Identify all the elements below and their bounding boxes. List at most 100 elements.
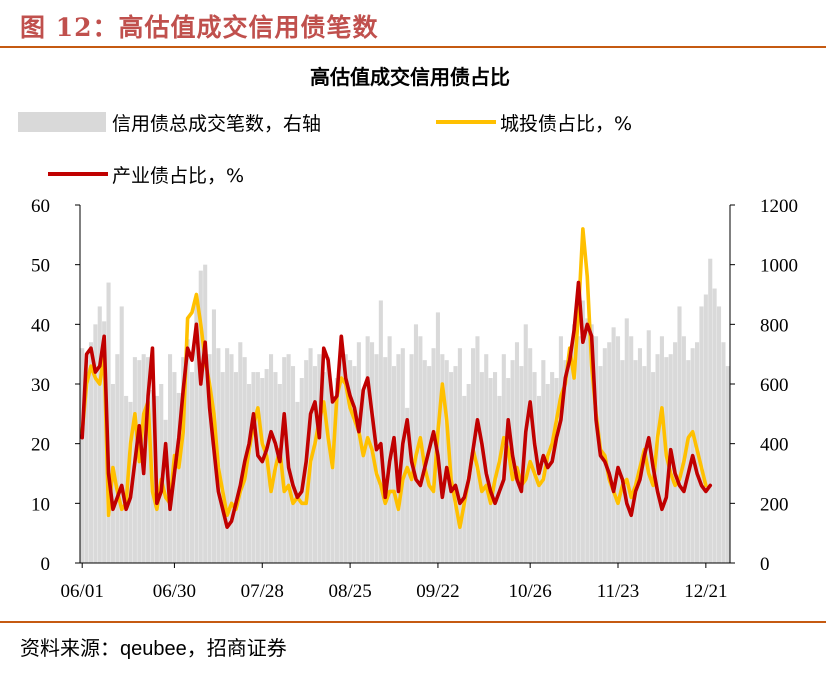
bar xyxy=(462,395,467,563)
bar xyxy=(247,384,252,563)
bar xyxy=(238,342,243,563)
legend: 信用债总成交笔数，右轴 城投债占比，% 产业债占比，% xyxy=(18,112,632,187)
bar xyxy=(427,366,432,563)
bar xyxy=(207,354,212,563)
bar xyxy=(721,342,726,563)
bar xyxy=(203,264,208,563)
bar xyxy=(365,336,370,563)
y-right-tick-label: 400 xyxy=(760,435,789,456)
bar xyxy=(185,339,190,563)
header-rule xyxy=(0,46,826,48)
bar xyxy=(326,357,331,563)
bar xyxy=(484,354,489,563)
y-left-tick-label: 50 xyxy=(31,256,50,277)
bar xyxy=(220,372,225,563)
bar xyxy=(102,321,107,563)
bar xyxy=(677,306,682,563)
y-left-tick-label: 20 xyxy=(31,435,50,456)
bar xyxy=(431,348,436,563)
bar xyxy=(580,300,585,563)
bar xyxy=(615,336,621,563)
source-name: qeubee xyxy=(120,638,187,660)
bar xyxy=(576,336,581,563)
x-tick-label: 07/28 xyxy=(241,581,284,602)
bar xyxy=(255,372,260,563)
x-tick-label: 09/22 xyxy=(416,581,459,602)
y-left-tick-label: 10 xyxy=(31,494,50,515)
bar xyxy=(312,366,318,563)
bar xyxy=(356,342,361,563)
bar xyxy=(97,306,102,563)
bar xyxy=(260,378,265,563)
bar xyxy=(374,354,379,563)
bar xyxy=(119,306,124,563)
y-left-tick-label: 30 xyxy=(31,375,50,396)
bar xyxy=(339,336,344,563)
y-right-tick-label: 1000 xyxy=(760,256,798,277)
bar xyxy=(519,366,524,563)
bar xyxy=(699,306,704,563)
bar xyxy=(681,336,686,563)
bar xyxy=(611,327,616,563)
bar xyxy=(198,270,203,563)
bar xyxy=(589,324,594,563)
x-tick-label: 08/25 xyxy=(328,581,371,602)
bar xyxy=(492,372,498,563)
figure-header: 图 12：高估值成交信用债笔数 xyxy=(0,0,826,46)
y-right-tick-label: 200 xyxy=(760,494,789,515)
bar xyxy=(716,306,722,563)
bar xyxy=(598,366,603,563)
bar xyxy=(554,378,559,563)
legend-swatch-bars xyxy=(18,112,106,132)
bar xyxy=(633,360,638,563)
bar xyxy=(475,336,480,563)
bar xyxy=(594,336,599,563)
bar xyxy=(514,342,520,563)
bar xyxy=(167,354,173,563)
bar xyxy=(189,372,195,563)
x-tick-label: 10/26 xyxy=(509,581,552,602)
bar xyxy=(708,258,713,563)
bar xyxy=(655,354,660,563)
bar xyxy=(321,372,326,563)
bar xyxy=(88,342,94,563)
bar xyxy=(115,354,120,563)
bar xyxy=(343,354,348,563)
chart-title: 高估值成交信用债占比 xyxy=(310,65,510,89)
bar xyxy=(251,372,256,563)
bar xyxy=(536,395,541,563)
bar xyxy=(225,348,230,563)
bar xyxy=(295,401,300,563)
bar xyxy=(396,354,401,563)
bar xyxy=(277,384,282,563)
bar xyxy=(378,300,383,563)
bar xyxy=(528,348,533,563)
bar xyxy=(80,348,85,563)
bar xyxy=(545,384,550,563)
legend-label-bars: 信用债总成交笔数，右轴 xyxy=(112,113,321,135)
bar xyxy=(233,372,238,563)
bar xyxy=(383,357,388,563)
line-series xyxy=(80,227,713,530)
bar xyxy=(282,357,287,563)
bar xyxy=(629,336,634,563)
y-left-tick-label: 0 xyxy=(41,554,51,575)
bar xyxy=(488,378,493,563)
bar xyxy=(348,360,353,563)
bar xyxy=(317,354,322,563)
x-tick-label: 11/23 xyxy=(597,581,640,602)
bar xyxy=(572,324,577,563)
bar xyxy=(659,336,664,563)
bar xyxy=(703,294,708,563)
bar xyxy=(624,318,629,563)
bar xyxy=(532,372,537,563)
bar xyxy=(146,357,151,563)
bar xyxy=(725,366,730,563)
x-tick-label: 06/30 xyxy=(153,581,196,602)
bar xyxy=(334,378,339,563)
bar xyxy=(712,288,717,563)
bar xyxy=(181,357,186,563)
footer-rule xyxy=(0,621,826,623)
x-tick-label: 12/21 xyxy=(684,581,727,602)
bar xyxy=(673,342,678,563)
